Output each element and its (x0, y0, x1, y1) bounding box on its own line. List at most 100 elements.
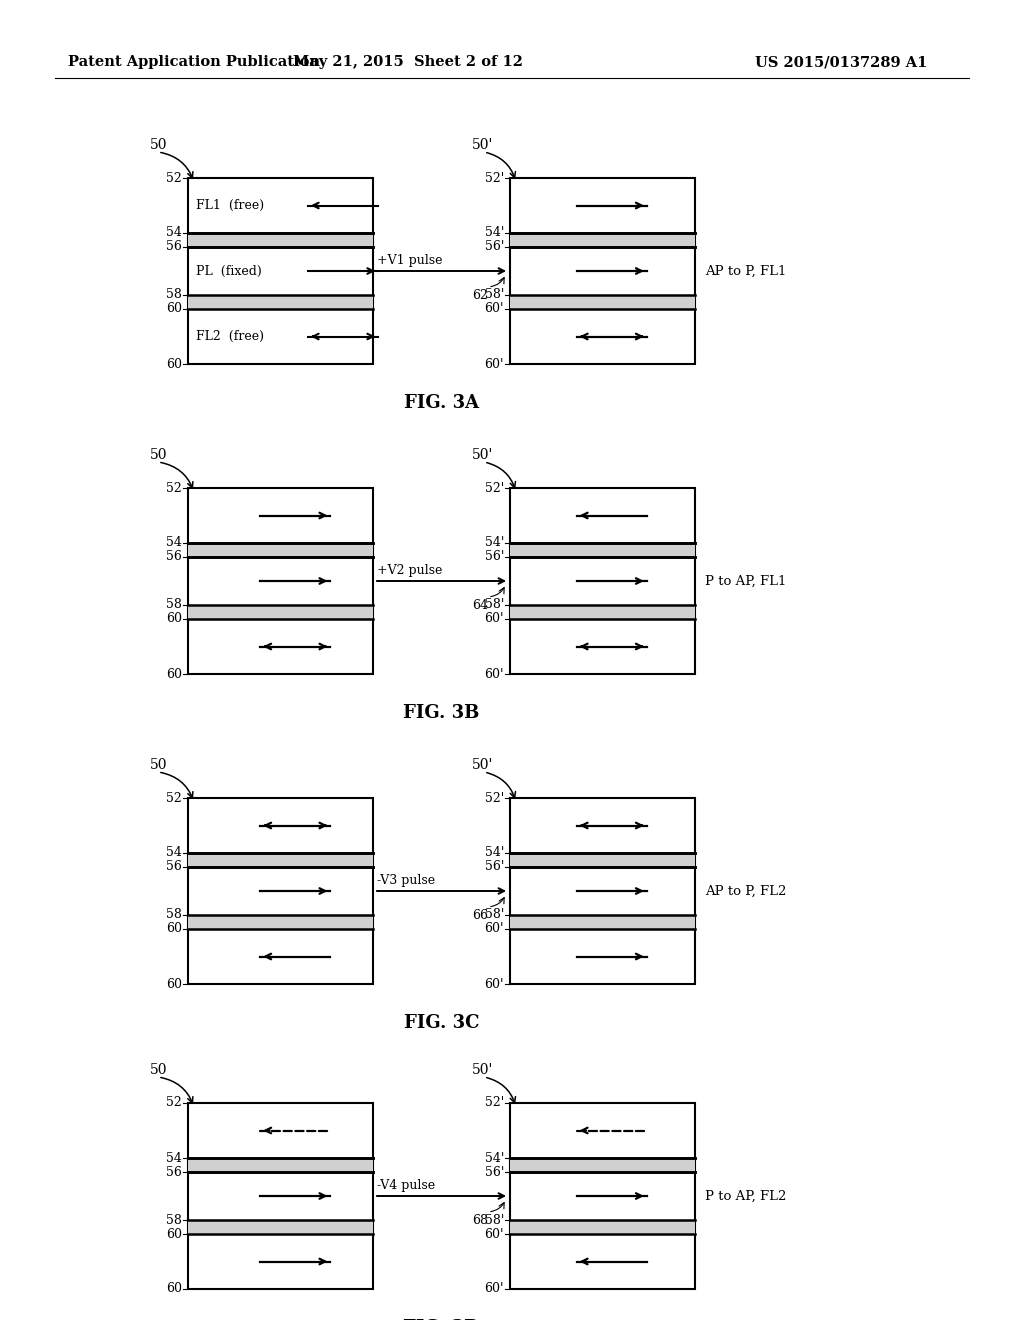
Text: 56: 56 (166, 240, 182, 253)
Text: 50': 50' (472, 139, 494, 152)
Text: 54': 54' (484, 846, 504, 859)
Text: 56: 56 (166, 861, 182, 874)
Text: 58: 58 (166, 908, 182, 921)
Text: -V4 pulse: -V4 pulse (377, 1179, 435, 1192)
Text: -V3 pulse: -V3 pulse (377, 874, 435, 887)
Text: 52: 52 (166, 792, 182, 804)
Text: 50': 50' (472, 1063, 494, 1077)
Text: +V1 pulse: +V1 pulse (377, 253, 442, 267)
Text: 68: 68 (472, 1214, 488, 1228)
Text: 54: 54 (166, 227, 182, 239)
Text: 52: 52 (166, 482, 182, 495)
Text: 54': 54' (484, 536, 504, 549)
Text: 58: 58 (166, 1213, 182, 1226)
Text: 58': 58' (484, 598, 504, 611)
Text: AP to P, FL1: AP to P, FL1 (705, 264, 786, 277)
Text: 54': 54' (484, 1151, 504, 1164)
Bar (510, 1158, 695, 1172)
Text: 56: 56 (166, 1166, 182, 1179)
Text: P to AP, FL1: P to AP, FL1 (705, 574, 786, 587)
Text: 60: 60 (166, 668, 182, 681)
Text: 62: 62 (472, 289, 488, 302)
Text: 60': 60' (484, 978, 504, 990)
Bar (188, 1220, 373, 1234)
Bar (188, 799, 373, 983)
Text: +V2 pulse: +V2 pulse (377, 564, 442, 577)
Text: 52': 52' (484, 792, 504, 804)
Text: May 21, 2015  Sheet 2 of 12: May 21, 2015 Sheet 2 of 12 (293, 55, 523, 69)
Text: FIG. 3A: FIG. 3A (403, 393, 479, 412)
Text: 60: 60 (166, 923, 182, 936)
Text: 58: 58 (166, 598, 182, 611)
Text: 50: 50 (150, 758, 168, 772)
Bar (188, 605, 373, 619)
Text: 60': 60' (484, 612, 504, 626)
Text: 58: 58 (166, 289, 182, 301)
Text: 50: 50 (150, 139, 168, 152)
Bar (188, 915, 373, 929)
Text: 54: 54 (166, 536, 182, 549)
Text: 50: 50 (150, 447, 168, 462)
Text: 60: 60 (166, 1283, 182, 1295)
Text: 54': 54' (484, 227, 504, 239)
Text: PL  (fixed): PL (fixed) (196, 264, 262, 277)
Text: 52: 52 (166, 1097, 182, 1110)
Text: 52': 52' (484, 482, 504, 495)
Text: 60: 60 (166, 1228, 182, 1241)
Text: 60: 60 (166, 978, 182, 990)
Text: FL1  (free): FL1 (free) (196, 199, 264, 213)
Text: 56': 56' (484, 1166, 504, 1179)
Text: 58': 58' (484, 289, 504, 301)
Bar (188, 234, 373, 247)
Text: 64: 64 (472, 599, 488, 612)
Text: Patent Application Publication: Patent Application Publication (68, 55, 319, 69)
Text: 52': 52' (484, 1097, 504, 1110)
Text: FIG. 3B: FIG. 3B (403, 704, 479, 722)
Text: 60: 60 (166, 302, 182, 315)
Bar (510, 543, 695, 557)
Bar (188, 1158, 373, 1172)
Text: 60': 60' (484, 1228, 504, 1241)
Text: 50': 50' (472, 758, 494, 772)
Bar (510, 799, 695, 983)
Bar (510, 605, 695, 619)
Bar (188, 543, 373, 557)
Text: AP to P, FL2: AP to P, FL2 (705, 884, 786, 898)
Bar (188, 294, 373, 309)
Text: 50: 50 (150, 1063, 168, 1077)
Text: 56': 56' (484, 550, 504, 564)
Text: 56': 56' (484, 861, 504, 874)
Text: 58': 58' (484, 1213, 504, 1226)
Bar (188, 1104, 373, 1290)
Text: FL2  (free): FL2 (free) (196, 330, 264, 343)
Bar (188, 488, 373, 675)
Text: US 2015/0137289 A1: US 2015/0137289 A1 (755, 55, 928, 69)
Text: 56': 56' (484, 240, 504, 253)
Text: 50': 50' (472, 447, 494, 462)
Bar (510, 234, 695, 247)
Bar (510, 1220, 695, 1234)
Bar (510, 915, 695, 929)
Text: 60': 60' (484, 923, 504, 936)
Bar (510, 294, 695, 309)
Text: 60: 60 (166, 358, 182, 371)
Text: 52: 52 (166, 172, 182, 185)
Text: 66: 66 (472, 909, 488, 921)
Bar (510, 178, 695, 364)
Text: 54: 54 (166, 846, 182, 859)
Text: P to AP, FL2: P to AP, FL2 (705, 1189, 786, 1203)
Bar (188, 853, 373, 867)
Text: 56: 56 (166, 550, 182, 564)
Bar (510, 1104, 695, 1290)
Text: FIG. 3C: FIG. 3C (403, 1014, 479, 1032)
Text: 58': 58' (484, 908, 504, 921)
Text: 60': 60' (484, 302, 504, 315)
Text: 60': 60' (484, 1283, 504, 1295)
Text: 54: 54 (166, 1151, 182, 1164)
Bar (510, 853, 695, 867)
Text: 60: 60 (166, 612, 182, 626)
Text: 60': 60' (484, 668, 504, 681)
Text: 60': 60' (484, 358, 504, 371)
Text: 52': 52' (484, 172, 504, 185)
Bar (188, 178, 373, 364)
